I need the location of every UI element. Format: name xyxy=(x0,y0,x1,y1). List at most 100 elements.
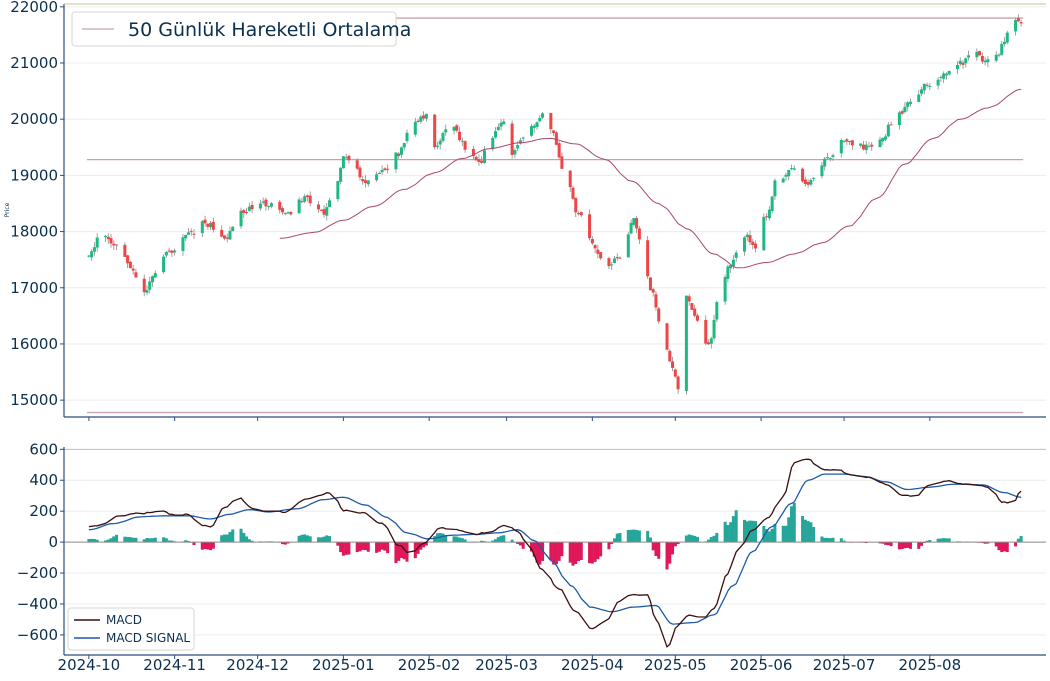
candlestick xyxy=(823,156,827,171)
macd-histogram-bar xyxy=(676,542,680,545)
candle-body xyxy=(942,73,946,79)
macd-histogram-bar xyxy=(1002,542,1007,552)
candle-body xyxy=(258,203,262,209)
candlestick xyxy=(203,215,207,227)
candle-body xyxy=(399,147,403,155)
candle-body xyxy=(220,229,224,237)
candlestick xyxy=(657,306,661,324)
candlestick xyxy=(765,213,769,221)
macd-histogram-bar xyxy=(297,535,301,543)
macd-histogram-bar xyxy=(784,525,788,543)
macd-histogram-bar xyxy=(723,521,727,543)
macd-histogram-bar xyxy=(809,522,813,543)
candle-body xyxy=(510,123,514,155)
candle-body xyxy=(491,137,495,150)
candlestick xyxy=(577,211,581,216)
candlestick xyxy=(867,142,871,148)
macd-histogram-bar xyxy=(803,519,807,543)
candlestick xyxy=(820,161,824,179)
candlestick xyxy=(535,121,539,130)
macd-y-tick-label: 200 xyxy=(29,502,58,520)
candlestick xyxy=(723,274,727,305)
candle-body xyxy=(781,178,785,183)
macd-histogram-bar xyxy=(206,542,210,550)
macd-histogram-bar xyxy=(997,542,1001,551)
candlestick xyxy=(881,137,885,146)
candlestick xyxy=(695,313,699,323)
candle-body xyxy=(748,235,752,243)
candle-body xyxy=(460,140,464,142)
candle-body xyxy=(676,376,680,390)
macd-histogram-bar xyxy=(167,540,171,543)
macd-histogram-bar xyxy=(917,542,921,549)
price-panel: 15000 16000 17000 18000 19000 20000 21000 22000… xyxy=(4,0,1046,421)
candlestick xyxy=(444,124,448,136)
candlestick xyxy=(773,178,777,200)
candlestick xyxy=(961,60,965,70)
macd-histogram-bar xyxy=(554,542,558,565)
candle-body xyxy=(92,247,96,252)
candlestick xyxy=(281,206,285,215)
candle-body xyxy=(723,277,727,302)
macd-histogram-bar xyxy=(884,542,888,545)
candlestick xyxy=(316,201,321,213)
candle-body xyxy=(560,156,564,169)
macd-histogram-bar xyxy=(671,542,675,555)
candlestick xyxy=(480,156,484,164)
candlestick xyxy=(394,151,398,173)
candlestick xyxy=(789,164,794,171)
candlestick xyxy=(192,229,196,240)
x-tick-label: 2025-06 xyxy=(730,656,793,674)
candle-body xyxy=(878,139,882,148)
macd-histogram-bar xyxy=(424,542,428,546)
candle-body xyxy=(906,102,910,107)
macd-histogram-bar xyxy=(801,515,805,543)
macd-histogram-bar xyxy=(499,535,503,543)
macd-histogram-bar xyxy=(767,531,771,543)
macd-histogram-bar xyxy=(480,540,484,543)
macd-histogram-bar xyxy=(364,542,368,551)
candle-body xyxy=(200,221,204,234)
candle-body xyxy=(637,228,641,240)
candlestick xyxy=(142,274,146,297)
candle-body xyxy=(455,125,459,131)
macd-histogram-bar xyxy=(903,542,907,549)
candlestick xyxy=(222,235,226,241)
candlestick xyxy=(712,314,716,341)
candlestick xyxy=(424,113,428,122)
macd-histogram-bar xyxy=(153,537,157,543)
candlestick xyxy=(687,294,691,306)
candle-body xyxy=(109,238,113,244)
candle-body xyxy=(825,157,829,159)
macd-histogram-bar xyxy=(452,536,456,543)
candle-body xyxy=(787,169,791,177)
candle-body xyxy=(1005,32,1009,43)
macd-histogram-bar xyxy=(626,530,630,543)
candle-body xyxy=(513,150,517,155)
candle-body xyxy=(577,213,581,215)
candlestick xyxy=(729,265,733,273)
candle-body xyxy=(532,125,536,128)
candle-body xyxy=(269,203,273,207)
macd-histogram-bar xyxy=(549,542,553,561)
candlestick xyxy=(452,125,456,135)
candlestick xyxy=(90,249,94,261)
candle-body xyxy=(394,152,398,170)
candlestick xyxy=(646,235,650,280)
macd-histogram-bar xyxy=(925,540,929,543)
candlestick xyxy=(842,139,846,143)
macd-histogram-bar xyxy=(455,536,459,543)
macd-histogram-bar xyxy=(325,535,329,543)
candlestick xyxy=(153,270,157,278)
macd-histogram-bar xyxy=(684,535,688,543)
candlestick xyxy=(671,356,675,372)
macd-histogram-bar xyxy=(123,536,127,543)
candlestick xyxy=(106,233,110,244)
candlestick xyxy=(781,177,785,183)
macd-histogram-bar xyxy=(983,542,987,544)
candlestick xyxy=(184,234,188,242)
macd-histogram-bar xyxy=(657,542,661,559)
candlestick xyxy=(541,112,545,120)
candle-body xyxy=(134,272,138,278)
candle-body xyxy=(499,122,503,127)
